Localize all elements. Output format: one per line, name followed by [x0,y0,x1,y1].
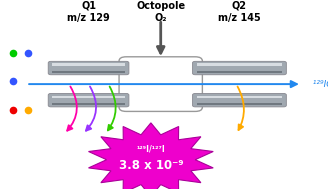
FancyBboxPatch shape [119,57,202,112]
Bar [52,96,125,98]
Text: 3.8 x 10⁻⁹: 3.8 x 10⁻⁹ [118,159,183,172]
FancyBboxPatch shape [48,61,129,75]
Bar [52,104,125,105]
Text: ¹²⁹IO⁺: ¹²⁹IO⁺ [307,80,328,89]
Polygon shape [89,123,213,189]
Bar [197,64,282,66]
FancyBboxPatch shape [193,93,286,107]
FancyBboxPatch shape [48,93,129,107]
Bar [52,64,125,66]
Text: Octopole
O₂: Octopole O₂ [136,1,185,22]
FancyBboxPatch shape [193,61,286,75]
Text: Q1
m/z 129: Q1 m/z 129 [67,1,110,22]
Bar [52,71,125,73]
Text: Q2
m/z 145: Q2 m/z 145 [218,1,261,22]
Bar [197,96,282,98]
Bar [197,71,282,73]
Text: ¹²⁹I/¹²⁷I: ¹²⁹I/¹²⁷I [136,145,165,154]
Bar [197,104,282,105]
